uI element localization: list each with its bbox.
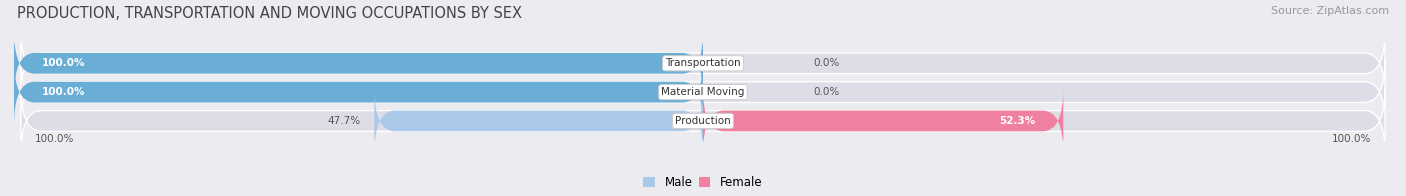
FancyBboxPatch shape [703,88,1063,154]
Text: Material Moving: Material Moving [661,87,745,97]
FancyBboxPatch shape [374,88,703,154]
Text: 0.0%: 0.0% [813,58,839,68]
Text: 47.7%: 47.7% [328,116,360,126]
Text: Production: Production [675,116,731,126]
FancyBboxPatch shape [14,59,703,125]
Text: 100.0%: 100.0% [1331,134,1371,144]
Text: PRODUCTION, TRANSPORTATION AND MOVING OCCUPATIONS BY SEX: PRODUCTION, TRANSPORTATION AND MOVING OC… [17,6,522,21]
FancyBboxPatch shape [21,30,1385,96]
FancyBboxPatch shape [21,88,1385,154]
FancyBboxPatch shape [21,59,1385,125]
FancyBboxPatch shape [14,30,703,96]
Text: 0.0%: 0.0% [813,87,839,97]
Text: Source: ZipAtlas.com: Source: ZipAtlas.com [1271,6,1389,16]
Text: 100.0%: 100.0% [42,58,86,68]
Text: 100.0%: 100.0% [35,134,75,144]
Text: 52.3%: 52.3% [1000,116,1036,126]
Text: 100.0%: 100.0% [42,87,86,97]
Text: Transportation: Transportation [665,58,741,68]
Legend: Male, Female: Male, Female [644,176,762,189]
